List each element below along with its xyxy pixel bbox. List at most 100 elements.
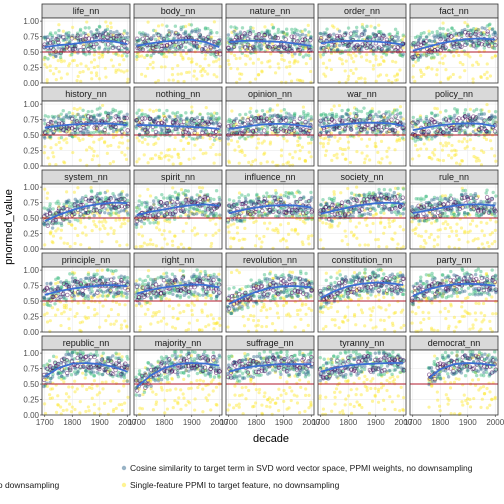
point-dark-series (178, 44, 184, 49)
point-single-feature-ppmi (240, 148, 244, 152)
point-svd-cosine (363, 29, 367, 33)
point-dfm (455, 111, 460, 115)
point-dfm (324, 31, 328, 35)
point-dfm (83, 26, 88, 30)
point-single-feature-ppmi (156, 24, 161, 28)
point-dfm (340, 108, 344, 113)
point-single-feature-ppmi (59, 57, 63, 61)
point-svd-cosine (160, 129, 164, 133)
point-single-feature-ppmi (435, 68, 439, 72)
point-single-feature-ppmi (109, 143, 113, 148)
point-single-feature-ppmi (100, 220, 104, 224)
point-dfm (492, 46, 497, 51)
point-single-feature-ppmi (238, 56, 242, 60)
point-single-feature-ppmi (49, 146, 53, 150)
point-single-feature-ppmi (192, 156, 196, 160)
point-single-feature-ppmi (371, 67, 375, 71)
facet-panel-order-nn: order_nn (317, 3, 407, 84)
point-dfm (398, 111, 403, 116)
point-single-feature-ppmi (149, 55, 153, 59)
point-single-feature-ppmi (154, 80, 158, 84)
point-single-feature-ppmi (378, 73, 383, 77)
trend-line (228, 40, 312, 47)
point-single-feature-ppmi (301, 45, 305, 49)
point-single-feature-ppmi (413, 143, 418, 147)
point-dfm (238, 32, 243, 36)
point-dark-series (329, 45, 334, 50)
point-dfm (395, 108, 399, 112)
point-single-feature-ppmi (333, 135, 337, 139)
point-dfm (90, 109, 94, 114)
point-svd-cosine (170, 44, 174, 48)
point-single-feature-ppmi (422, 72, 426, 77)
point-single-feature-ppmi (154, 244, 158, 248)
point-single-feature-ppmi (298, 149, 302, 153)
point-single-feature-ppmi (268, 65, 272, 69)
point-single-feature-ppmi (438, 110, 443, 114)
point-single-feature-ppmi (59, 146, 63, 151)
point-svd-cosine (212, 46, 217, 50)
point-dfm (377, 110, 381, 114)
point-single-feature-ppmi (100, 136, 104, 140)
point-svd-cosine (42, 118, 47, 122)
point-svd-cosine (167, 114, 171, 118)
point-dark-series (113, 36, 119, 41)
point-svd-cosine (142, 33, 147, 38)
point-single-feature-ppmi (285, 139, 289, 143)
point-dfm (140, 203, 144, 207)
point-single-feature-ppmi (54, 78, 58, 82)
point-single-feature-ppmi (123, 222, 127, 226)
point-dark-series (318, 38, 323, 43)
point-dfm (319, 47, 324, 52)
point-single-feature-ppmi (76, 233, 80, 238)
point-single-feature-ppmi (70, 59, 75, 63)
point-single-feature-ppmi (122, 70, 126, 74)
point-dfm (279, 30, 284, 34)
point-single-feature-ppmi (352, 233, 356, 237)
point-single-feature-ppmi (355, 185, 359, 189)
point-dark-series (242, 45, 248, 50)
point-single-feature-ppmi (181, 57, 185, 61)
point-dark-series (110, 45, 116, 51)
point-svd-cosine (208, 31, 212, 36)
facet-panel-society-nn: society_nn (317, 169, 407, 250)
point-dark-series (256, 32, 262, 37)
point-dark-series (247, 31, 253, 36)
point-single-feature-ppmi (179, 72, 183, 76)
point-single-feature-ppmi (199, 70, 203, 74)
facet-panel-history-nn: history_nn (41, 86, 131, 167)
point-svd-cosine (300, 32, 305, 37)
point-dfm (91, 32, 96, 37)
point-single-feature-ppmi (168, 220, 172, 224)
point-dfm (373, 208, 377, 212)
point-svd-cosine (167, 45, 172, 49)
point-single-feature-ppmi (359, 76, 363, 80)
point-dfm (240, 26, 245, 30)
point-single-feature-ppmi (72, 58, 76, 62)
point-single-feature-ppmi (48, 53, 52, 57)
point-single-feature-ppmi (85, 148, 89, 152)
point-single-feature-ppmi (229, 66, 233, 71)
point-single-feature-ppmi (212, 20, 217, 24)
point-svd-cosine (238, 45, 242, 50)
point-single-feature-ppmi (327, 58, 332, 62)
point-dark-series (203, 46, 208, 51)
point-dfm (265, 191, 269, 195)
point-svd-cosine (209, 37, 213, 42)
point-single-feature-ppmi (75, 63, 79, 68)
point-single-feature-ppmi (288, 163, 292, 167)
point-svd-cosine (143, 32, 147, 36)
point-single-feature-ppmi (135, 136, 139, 140)
point-single-feature-ppmi (296, 232, 300, 236)
point-single-feature-ppmi (293, 58, 297, 62)
point-dfm (421, 53, 425, 57)
point-single-feature-ppmi (187, 57, 191, 61)
point-single-feature-ppmi (244, 62, 248, 66)
point-single-feature-ppmi (181, 56, 185, 60)
point-single-feature-ppmi (282, 31, 286, 35)
point-single-feature-ppmi (350, 56, 354, 60)
point-svd-cosine (282, 34, 286, 39)
point-single-feature-ppmi (120, 141, 125, 145)
point-single-feature-ppmi (270, 41, 275, 46)
point-svd-cosine (200, 115, 205, 120)
